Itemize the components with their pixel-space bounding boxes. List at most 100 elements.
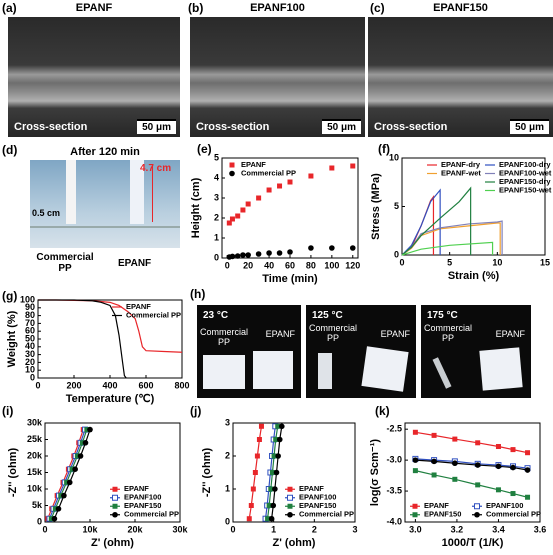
legend-marker (112, 494, 118, 501)
legend-label: EPANF-dry (441, 160, 481, 169)
panel-label: (a) (2, 1, 17, 15)
y-tick-label: 5 (214, 152, 219, 162)
x-tick-label: 10k (82, 524, 98, 534)
legend-label: EPANF100 (486, 501, 523, 510)
x-tick-label: 60 (285, 260, 295, 270)
image-title: EPANF (75, 2, 113, 14)
x-tick-label: 0 (42, 524, 47, 534)
panel-label: (g) (2, 289, 17, 303)
y-tick-label: 80 (25, 310, 35, 320)
y-tick-label: 50 (25, 333, 35, 343)
legend-marker (412, 512, 418, 518)
legend-label: EPANF100-dry (499, 160, 551, 169)
data-point (79, 440, 85, 446)
data-point (273, 469, 280, 476)
sem-image: Cross-section 50 μm (368, 17, 553, 137)
y-tick-label: 0 (214, 252, 219, 262)
legend-label: Commercial PP (486, 510, 541, 519)
data-point (268, 515, 275, 522)
data-point (287, 179, 293, 185)
panel-label: (i) (2, 404, 13, 418)
data-point (254, 453, 260, 459)
data-point (266, 250, 272, 256)
data-point (229, 253, 236, 260)
caption: Cross-section (14, 121, 88, 133)
x-tick-label: 2 (312, 524, 317, 534)
legend-marker (474, 503, 480, 510)
data-point (240, 207, 246, 213)
caption: Cross-section (196, 121, 270, 133)
sample (203, 355, 245, 389)
legend-marker (112, 511, 118, 518)
data-point (87, 426, 93, 433)
legend-marker (229, 162, 235, 168)
data-point (266, 187, 272, 193)
data-point (276, 436, 283, 443)
data-point (475, 440, 481, 446)
caption: Cross-section (374, 121, 448, 133)
y-axis-title: -Z'' (ohm) (7, 448, 19, 498)
y-tick-label: 10 (389, 152, 399, 162)
y-tick-label: 100 (20, 294, 35, 304)
data-point (269, 470, 275, 475)
x-tick-label: 120 (345, 260, 360, 270)
y-tick-label: 0 (225, 516, 230, 526)
y-tick-label: 10k (27, 483, 43, 493)
x-tick-label: 20 (243, 260, 253, 270)
data-point (272, 486, 278, 492)
data-point (240, 252, 246, 258)
sem-image: Cross-section 50 μm (8, 17, 180, 137)
data-point (245, 201, 251, 207)
legend-marker (287, 511, 293, 518)
legend-label: EPANF (126, 302, 151, 311)
x-axis-title: 1000/T (1/K) (442, 537, 504, 549)
panel-label: (b) (188, 1, 204, 15)
x-tick-label: 3.6 (534, 524, 547, 534)
data-point (495, 444, 501, 450)
series-line (401, 188, 441, 256)
data-point (412, 468, 418, 474)
legend-marker (287, 486, 293, 492)
data-point (72, 466, 78, 473)
data-point (510, 491, 516, 497)
legend-label: Commercial PP (299, 510, 354, 519)
data-point (412, 429, 418, 435)
legend-label: EPANF150 (299, 501, 336, 510)
data-point (61, 492, 67, 499)
data-point (58, 493, 64, 499)
x-axis-title: Z' (ohm) (273, 537, 316, 549)
temperature: 175 °C (427, 310, 458, 321)
series-line (38, 299, 183, 353)
data-point (55, 506, 62, 512)
data-point (276, 250, 283, 256)
data-point (229, 216, 235, 222)
data-point (287, 249, 293, 255)
y-tick-label: 3 (214, 192, 219, 202)
y-tick-label: 25k (27, 434, 43, 444)
data-point (271, 453, 277, 459)
data-point (475, 482, 481, 488)
pp-strip (66, 160, 76, 224)
y-tick-label: 20k (27, 450, 43, 460)
data-point (270, 502, 277, 509)
data-point (350, 163, 356, 169)
data-point (525, 450, 531, 456)
photo-caption: EPANF (495, 329, 525, 339)
data-point (277, 183, 283, 189)
photo-caption: EPANF (265, 329, 295, 339)
legend-label: Commercial PP (126, 310, 181, 319)
y-axis-title: log(σ Scm⁻¹) (369, 439, 381, 506)
data-point (308, 245, 314, 251)
scale-bar: 50 μm (510, 119, 549, 134)
data-point (256, 195, 262, 201)
y-tick-label: 20 (25, 357, 35, 367)
data-point (275, 423, 281, 429)
legend-label: EPANF100-wet (499, 168, 552, 177)
data-point (452, 476, 458, 482)
photo: 175 °C Commercial PP EPANF (421, 305, 531, 398)
legend-marker (412, 503, 418, 509)
data-point (273, 437, 279, 442)
data-point (69, 466, 75, 472)
temperature: 23 °C (203, 310, 229, 321)
